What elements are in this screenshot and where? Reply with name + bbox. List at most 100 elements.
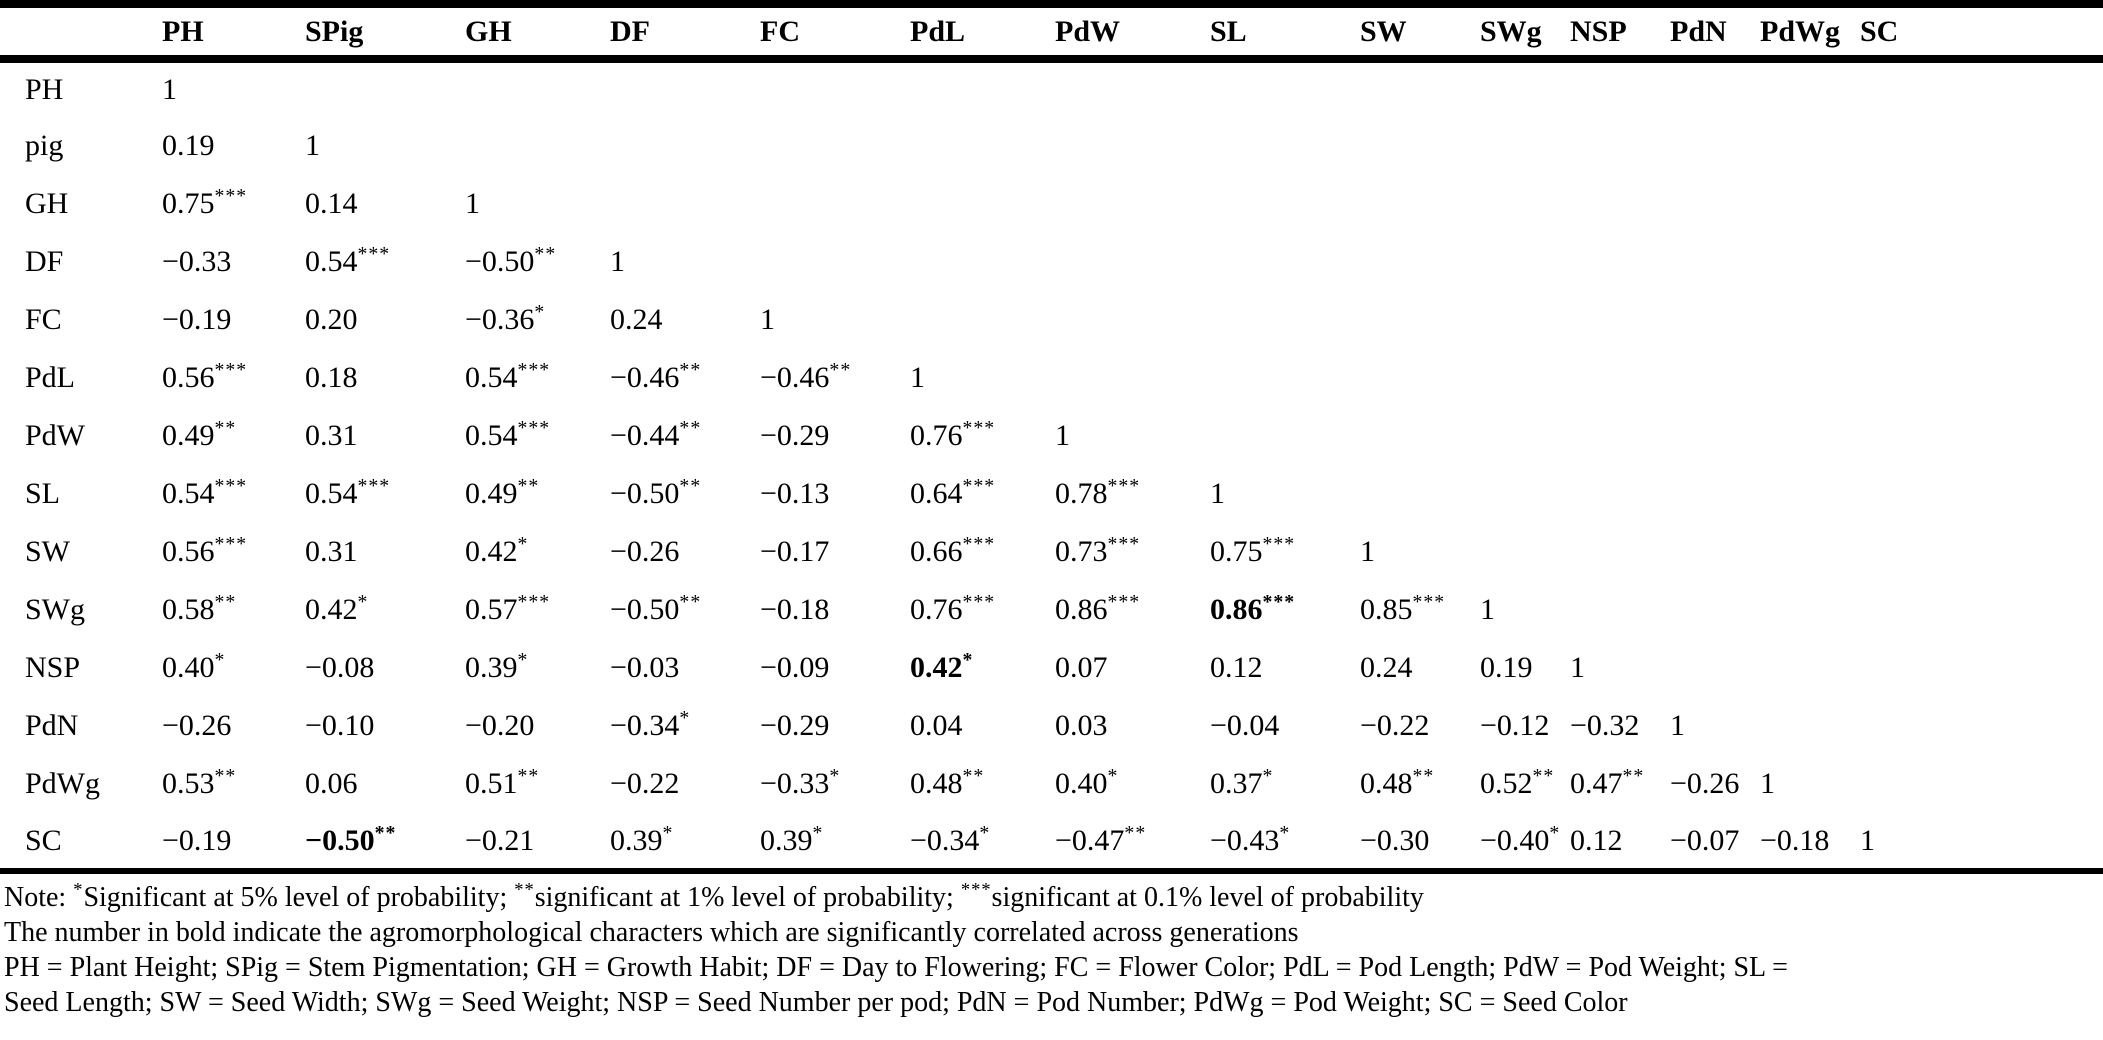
cell-SC-GH: −0.21 <box>465 813 610 874</box>
row-header-PdL: PdL <box>25 361 76 394</box>
table-row-GH: GH 0.75*** 0.14 1 <box>0 175 2103 233</box>
empty-cell <box>1570 523 1670 581</box>
cell-PdN-PH: −0.26 <box>162 709 232 742</box>
cell-SL-SPig: 0.54*** <box>305 475 391 510</box>
cell-SWg-DF: −0.50** <box>610 591 702 626</box>
empty-cell <box>465 117 610 175</box>
col-header-PH: PH <box>162 4 305 63</box>
row-header-SC: SC <box>0 813 162 874</box>
cell-PdWg-FC: −0.33* <box>760 765 841 800</box>
cell-FC-FC: 1 <box>760 303 775 336</box>
row-header-PdN: PdN <box>25 709 79 742</box>
cell-PdW-SPig: 0.31 <box>305 419 358 452</box>
empty-cell <box>1480 117 1570 175</box>
cell-SW-PH: 0.56*** <box>162 533 248 568</box>
empty-cell <box>1210 59 1360 117</box>
col-header-PdN: PdN <box>1670 4 1760 63</box>
empty-cell <box>1760 639 1860 697</box>
empty-cell <box>1860 755 2103 813</box>
cell-pig-PH: 0.19 <box>162 129 215 162</box>
row-header-PH: PH <box>25 73 64 106</box>
cell-SWg-SW: 0.85*** <box>1360 591 1446 626</box>
table-row-PdWg: PdWg 0.53** 0.06 0.51** −0.22 −0.33* 0.48** 0.4… <box>0 755 2103 813</box>
empty-cell <box>1210 117 1360 175</box>
cell-FC-SPig: 0.20 <box>305 303 358 336</box>
empty-cell <box>1055 117 1210 175</box>
cell-PdWg-PdN: −0.26 <box>1670 767 1740 800</box>
col-header-SL: SL <box>1210 4 1360 63</box>
empty-cell <box>1480 291 1570 349</box>
row-header-GH: GH <box>25 187 69 220</box>
cell-PdWg-SW: 0.48** <box>1360 765 1435 800</box>
cell-SC-PH: −0.19 <box>162 813 305 874</box>
cell-SC-SPig: −0.50** <box>305 813 465 874</box>
table-row-SL: SL 0.54*** 0.54*** 0.49** −0.50** −0.13 0.64**… <box>0 465 2103 523</box>
cell-SW-PdL: 0.66*** <box>910 533 996 568</box>
cell-PdN-PdW: 0.03 <box>1055 709 1108 742</box>
empty-cell <box>610 59 760 117</box>
empty-cell <box>1210 349 1360 407</box>
table-row-PdL: PdL 0.56*** 0.18 0.54*** −0.46** −0.46** 1 <box>0 349 2103 407</box>
cell-PdN-NSP: −0.32 <box>1570 709 1640 742</box>
cell-SWg-PH: 0.58** <box>162 591 237 626</box>
cell-SC-PdW: −0.47** <box>1055 813 1210 874</box>
empty-cell <box>1760 291 1860 349</box>
empty-cell <box>1570 175 1670 233</box>
cell-PdL-PH: 0.56*** <box>162 359 248 394</box>
row-header-DF: DF <box>25 245 64 278</box>
empty-cell <box>1480 233 1570 291</box>
cell-PdL-GH: 0.54*** <box>465 359 551 394</box>
table-row-DF: DF −0.33 0.54*** −0.50** 1 <box>0 233 2103 291</box>
cell-NSP-PH: 0.40* <box>162 649 226 684</box>
cell-SW-SPig: 0.31 <box>305 535 358 568</box>
table-body: PH 1 pig 0.19 1 GH 0.75*** 0.14 1 DF −0.33 0.54*** −… <box>0 59 2103 874</box>
cell-pig-SPig: 1 <box>305 129 320 162</box>
cell-SC-SWg: −0.40* <box>1480 813 1570 874</box>
cell-SWg-GH: 0.57*** <box>465 591 551 626</box>
note-significance: Note: *Significant at 5% level of probab… <box>4 879 1424 913</box>
empty-cell <box>1480 523 1570 581</box>
cell-PdW-FC: −0.29 <box>760 419 830 452</box>
cell-SC-PdWg: −0.18 <box>1760 813 1860 874</box>
note-abbreviations-2: Seed Length; SW = Seed Width; SWg = Seed… <box>4 987 1628 1018</box>
cell-PdWg-PdW: 0.40* <box>1055 765 1119 800</box>
cell-PdWg-GH: 0.51** <box>465 765 540 800</box>
empty-cell <box>1860 233 2103 291</box>
empty-cell <box>1570 465 1670 523</box>
empty-cell <box>1760 407 1860 465</box>
cell-SL-PH: 0.54*** <box>162 475 248 510</box>
empty-cell <box>1760 233 1860 291</box>
col-header-SW: SW <box>1360 4 1480 63</box>
empty-cell <box>1480 175 1570 233</box>
cell-PdN-PdL: 0.04 <box>910 709 963 742</box>
cell-PdN-DF: −0.34* <box>610 707 691 742</box>
cell-PdN-SPig: −0.10 <box>305 709 375 742</box>
cell-SW-FC: −0.17 <box>760 535 830 568</box>
empty-cell <box>1210 407 1360 465</box>
row-header-SL: SL <box>25 477 61 510</box>
cell-SL-SL: 1 <box>1210 477 1225 510</box>
cell-NSP-PdW: 0.07 <box>1055 651 1108 684</box>
empty-cell <box>1570 233 1670 291</box>
empty-cell <box>1670 523 1760 581</box>
cell-SL-GH: 0.49** <box>465 475 540 510</box>
empty-cell <box>1570 59 1670 117</box>
cell-PdN-SL: −0.04 <box>1210 709 1280 742</box>
empty-cell <box>1480 407 1570 465</box>
empty-cell <box>1670 291 1760 349</box>
cell-SW-SL: 0.75*** <box>1210 533 1296 568</box>
empty-cell <box>1570 349 1670 407</box>
empty-cell <box>1360 349 1480 407</box>
col-header-PdW: PdW <box>1055 4 1210 63</box>
empty-cell <box>1760 523 1860 581</box>
cell-NSP-NSP: 1 <box>1570 651 1585 684</box>
col-header-PdWg: PdWg <box>1760 4 1860 63</box>
table-notes: Note: *Significant at 5% level of probab… <box>0 874 2103 1020</box>
cell-SWg-PdW: 0.86*** <box>1055 591 1141 626</box>
empty-cell <box>1670 59 1760 117</box>
row-header-NSP: NSP <box>25 651 81 684</box>
header-row: PH SPig GH DF FC PdL PdW SL SW SWg NSP PdN PdWg SC <box>0 4 2103 63</box>
cell-PdW-PH: 0.49** <box>162 417 237 452</box>
empty-cell <box>1760 117 1860 175</box>
